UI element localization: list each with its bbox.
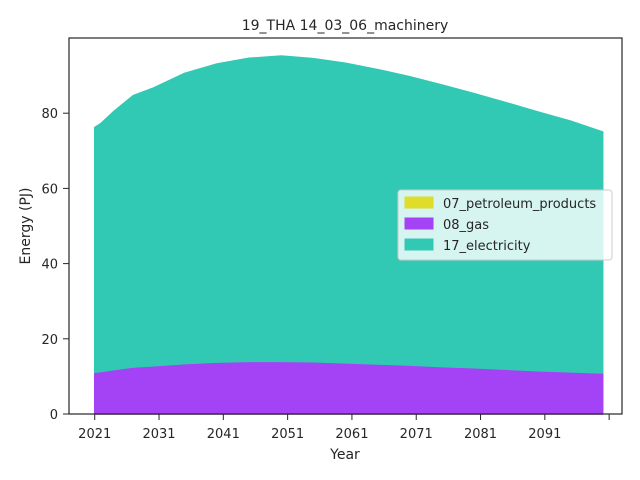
x-tick-label: 2091 (528, 427, 561, 442)
x-tick-label: 2021 (78, 427, 111, 442)
x-tick-label: 2081 (464, 427, 497, 442)
legend-swatch-07-petroleum-products (404, 196, 434, 209)
y-tick-label: 60 (41, 182, 58, 197)
y-tick-label: 80 (41, 107, 58, 122)
legend-label-07-petroleum-products: 07_petroleum_products (443, 197, 596, 212)
legend-swatch-08-gas (404, 217, 434, 230)
y-tick-label: 0 (50, 408, 58, 423)
x-tick-label: 2071 (400, 427, 433, 442)
legend: 07_petroleum_products 08_gas 17_electricit… (397, 189, 613, 261)
series-areas (93, 55, 604, 415)
plot-frame (68, 37, 623, 415)
legend-label-08-gas: 08_gas (443, 218, 489, 233)
x-axis-label: Year (329, 447, 360, 463)
y-axis: 0 20 40 60 80 (41, 107, 69, 423)
chart-title: 19_THA 14_03_06_machinery (242, 18, 449, 34)
y-axis-label: Energy (PJ) (18, 188, 34, 265)
x-tick-label: 2041 (207, 427, 240, 442)
y-tick-label: 20 (41, 333, 58, 348)
legend-label-17-electricity: 17_electricity (443, 239, 531, 254)
legend-box (397, 189, 613, 261)
x-tick-label: 2061 (335, 427, 368, 442)
area-17-electricity (93, 55, 604, 374)
y-tick-label: 40 (41, 258, 58, 273)
x-tick-label: 2051 (271, 427, 304, 442)
x-tick-label: 2031 (142, 427, 175, 442)
x-axis: 2021 2031 2041 2051 2061 2071 2081 2091 (78, 414, 610, 442)
legend-swatch-17-electricity (404, 238, 434, 251)
plot-border (68, 37, 623, 415)
